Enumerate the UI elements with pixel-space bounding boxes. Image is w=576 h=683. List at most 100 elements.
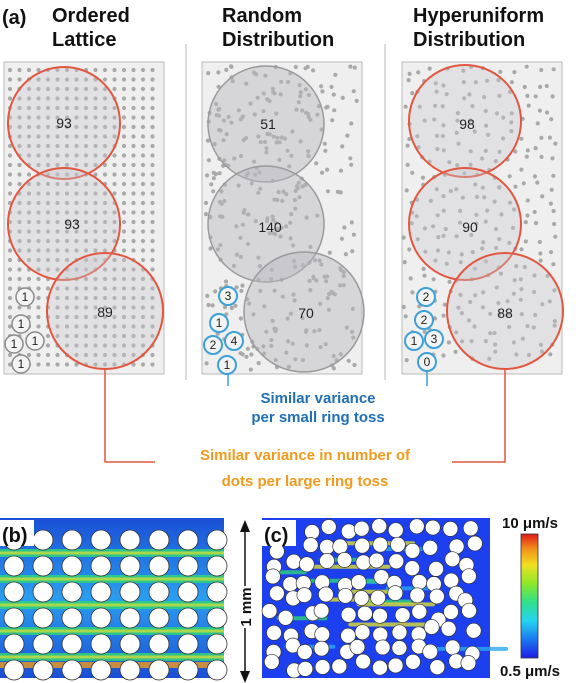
obstacle (314, 659, 331, 675)
lattice-dot (140, 134, 146, 139)
hyperuniform-dot (526, 103, 531, 108)
flow-streak-bottom (0, 662, 224, 668)
lattice-dot (64, 77, 70, 82)
hyperuniform-dot (518, 297, 523, 302)
small-rings-hyper: 2 2 1 3 0 (404, 287, 444, 372)
lattice-dot (17, 96, 22, 101)
lattice-dot (150, 67, 155, 73)
lattice-dot (36, 267, 41, 272)
lattice-dot (93, 115, 98, 120)
obstacle (297, 661, 314, 677)
random-dot (216, 107, 221, 112)
lattice-dot (17, 276, 22, 282)
hyperuniform-dot (531, 325, 536, 330)
lattice-dot (83, 248, 89, 253)
flow-streak-core (0, 603, 224, 607)
lattice-dot (64, 115, 70, 120)
random-dot (234, 224, 239, 229)
random-dot (257, 264, 262, 269)
large-ring-random-3 (243, 251, 365, 373)
lattice-dot (55, 172, 60, 177)
lattice-dot (121, 162, 127, 168)
lattice-dot (140, 295, 146, 301)
lattice-dot (55, 77, 60, 82)
lattice-dot (36, 191, 41, 196)
random-dot (219, 189, 224, 194)
lattice-dot (131, 67, 136, 73)
lattice-dot (17, 200, 22, 206)
obstacle (90, 581, 112, 603)
random-dot (323, 342, 328, 347)
hyperuniform-dot (518, 277, 523, 282)
lattice-dot (36, 295, 41, 301)
lattice-dot (150, 333, 155, 339)
hyperuniform-dot (497, 312, 502, 317)
lattice-dot (64, 86, 70, 92)
lattice-dot (121, 134, 127, 139)
hyperuniform-dot (525, 198, 530, 203)
random-dot (312, 258, 318, 263)
random-dot (327, 250, 332, 255)
random-dot (275, 135, 280, 140)
hyperuniform-dot (408, 276, 413, 281)
hyperuniform-dot (422, 273, 427, 278)
random-dot (224, 132, 229, 137)
obstacle (411, 603, 428, 620)
random-dot (288, 236, 293, 241)
hyperuniform-dot (410, 170, 415, 175)
hyperuniform-dot (455, 118, 460, 123)
lattice-dot (83, 191, 89, 196)
hyperuniform-dot (405, 143, 410, 148)
lattice-dot (131, 96, 136, 101)
large-ring-count: 93 (56, 115, 72, 131)
large-ring-count: 89 (97, 304, 113, 320)
hyperuniform-dot (481, 290, 486, 295)
random-dot (354, 98, 359, 103)
obstacle (177, 555, 199, 577)
hyperuniform-dot (551, 208, 556, 214)
random-dot (348, 64, 353, 69)
lattice-dot (121, 238, 127, 244)
lattice-dot (7, 67, 13, 73)
random-dot (329, 84, 334, 89)
hyperuniform-dot (433, 81, 438, 86)
random-dot (264, 146, 269, 151)
random-dot (330, 118, 335, 123)
hyperuniform-dot (423, 249, 428, 254)
random-dot (325, 296, 330, 301)
lattice-dot (45, 210, 51, 215)
hyperuniform-dot (501, 136, 506, 141)
lattice-dot (45, 162, 51, 168)
obstacle (332, 538, 349, 555)
hyperuniform-dot (487, 356, 492, 361)
lattice-dot (74, 181, 79, 187)
lattice-dot (74, 191, 79, 196)
obstacle (61, 555, 83, 577)
lattice-dot (112, 191, 117, 196)
random-dot (284, 350, 289, 355)
lattice-dot (121, 200, 127, 206)
lattice-dot (7, 181, 13, 187)
hyperuniform-dot (492, 330, 497, 336)
lattice-dot (17, 238, 22, 244)
obstacle (444, 551, 461, 568)
lattice-dot (121, 67, 127, 73)
lattice-dot (36, 67, 41, 73)
lattice-dot (45, 257, 51, 263)
lattice-dot (36, 305, 41, 310)
lattice-dot (102, 248, 108, 253)
obstacle (296, 644, 313, 660)
hyperuniform-dot (519, 167, 524, 172)
hyperuniform-dot (446, 250, 451, 255)
lattice-dot (121, 257, 127, 263)
obstacle (462, 520, 479, 537)
random-dot (304, 215, 309, 220)
lattice-dot (26, 276, 32, 282)
random-dot (262, 139, 268, 144)
hyperuniform-dot (454, 187, 459, 192)
small-ring-count: 2 (421, 313, 428, 327)
obstacle (388, 553, 405, 570)
lattice-dot (140, 200, 146, 206)
obstacle (206, 607, 228, 629)
lattice-dot (36, 200, 41, 206)
